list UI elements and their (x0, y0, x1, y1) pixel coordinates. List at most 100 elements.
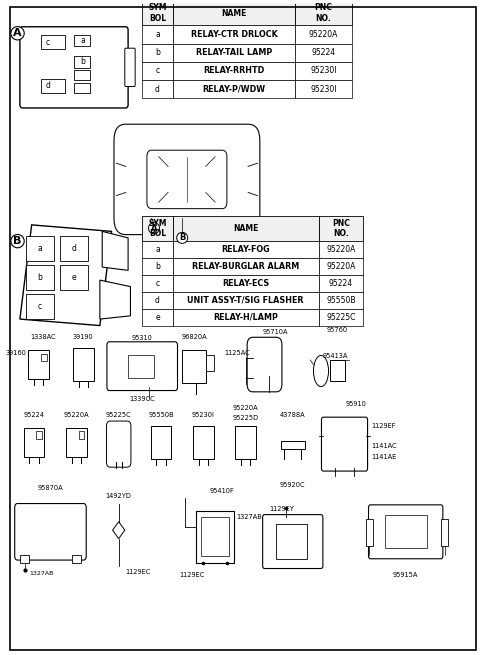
Text: NAME: NAME (221, 9, 247, 18)
Text: A: A (151, 223, 157, 233)
Bar (196, 511, 234, 563)
Text: 95220A: 95220A (326, 245, 356, 254)
Bar (142, 258, 173, 275)
Bar (182, 350, 206, 383)
FancyBboxPatch shape (20, 27, 128, 108)
Text: 95224: 95224 (312, 48, 336, 57)
Bar (79, 432, 84, 440)
Text: 1129EF: 1129EF (372, 423, 396, 429)
Text: RELAY-BURGLAR ALARM: RELAY-BURGLAR ALARM (192, 262, 300, 271)
Bar (235, 426, 256, 458)
Bar (173, 258, 319, 275)
Bar (201, 517, 229, 556)
Bar (66, 428, 87, 457)
Text: PNC
NO.: PNC NO. (314, 3, 332, 23)
Bar (173, 44, 295, 62)
Bar (319, 291, 363, 309)
Text: PNC
NO.: PNC NO. (332, 219, 350, 238)
Text: RELAY-H/LAMP: RELAY-H/LAMP (213, 312, 278, 322)
Text: SYM
BOL: SYM BOL (148, 219, 167, 238)
Text: 95225C: 95225C (326, 312, 356, 322)
Text: 43788A: 43788A (280, 412, 306, 418)
Text: 95220A: 95220A (326, 262, 356, 271)
Bar (72, 555, 81, 563)
Text: 95230I: 95230I (310, 66, 336, 75)
Bar (319, 309, 363, 326)
Text: c: c (46, 38, 50, 47)
Text: 1129EY: 1129EY (269, 506, 294, 512)
Text: 95310: 95310 (132, 335, 153, 341)
Bar (74, 35, 90, 47)
Bar (295, 62, 351, 80)
FancyBboxPatch shape (247, 337, 282, 392)
Text: b: b (37, 273, 42, 282)
Text: 95230I: 95230I (192, 412, 215, 418)
Text: b: b (155, 48, 160, 57)
Text: 1129EC: 1129EC (126, 569, 151, 575)
Bar (173, 26, 295, 44)
Bar (60, 236, 88, 261)
Bar (41, 79, 65, 93)
Bar (142, 216, 173, 241)
Bar (319, 216, 363, 241)
Bar (74, 83, 90, 93)
Text: e: e (72, 273, 76, 282)
Bar (173, 62, 295, 80)
Text: 1338AC: 1338AC (31, 334, 56, 340)
FancyBboxPatch shape (125, 48, 135, 86)
Bar (128, 355, 154, 377)
Text: 95220A: 95220A (309, 30, 338, 39)
Bar (295, 80, 351, 98)
Bar (142, 26, 173, 44)
Text: RELAY-RRHTD: RELAY-RRHTD (204, 66, 264, 75)
Polygon shape (100, 280, 131, 319)
Bar (295, 1, 351, 26)
Text: a: a (155, 30, 160, 39)
Text: 1339CC: 1339CC (129, 396, 155, 402)
Text: c: c (156, 279, 159, 288)
Text: e: e (155, 312, 160, 322)
Text: d: d (46, 81, 50, 90)
FancyBboxPatch shape (369, 505, 443, 559)
Bar (36, 432, 42, 440)
Text: 95225D: 95225D (233, 415, 259, 421)
Bar (24, 428, 44, 457)
FancyBboxPatch shape (114, 124, 260, 234)
Bar (173, 309, 319, 326)
Bar (151, 426, 171, 458)
Polygon shape (113, 522, 125, 538)
Text: 95413A: 95413A (323, 353, 348, 360)
Text: 1141AC: 1141AC (372, 443, 397, 449)
Bar (319, 241, 363, 258)
Bar (330, 360, 346, 381)
Bar (142, 1, 173, 26)
FancyBboxPatch shape (107, 421, 131, 467)
Text: RELAY-CTR DRLOCK: RELAY-CTR DRLOCK (191, 30, 277, 39)
Bar (25, 265, 54, 290)
Text: 95870A: 95870A (37, 485, 63, 491)
Bar (173, 275, 319, 291)
Bar (319, 275, 363, 291)
Bar (142, 275, 173, 291)
Bar (173, 216, 319, 241)
Text: c: c (156, 66, 159, 75)
Bar (25, 236, 54, 261)
Bar (441, 519, 448, 546)
Text: 95915A: 95915A (393, 572, 419, 578)
Polygon shape (102, 231, 128, 271)
Bar (295, 44, 351, 62)
Bar (206, 355, 214, 371)
Text: 95710A: 95710A (263, 329, 288, 335)
Bar (28, 350, 49, 379)
Text: RELAY-P/WDW: RELAY-P/WDW (203, 84, 265, 94)
FancyBboxPatch shape (15, 504, 86, 560)
Text: d: d (155, 296, 160, 305)
Bar (25, 294, 54, 319)
Bar (173, 241, 319, 258)
Bar (319, 258, 363, 275)
Text: d: d (72, 244, 76, 253)
Text: b: b (80, 58, 85, 66)
Bar (142, 291, 173, 309)
Bar (20, 555, 29, 563)
Text: a: a (80, 36, 85, 45)
